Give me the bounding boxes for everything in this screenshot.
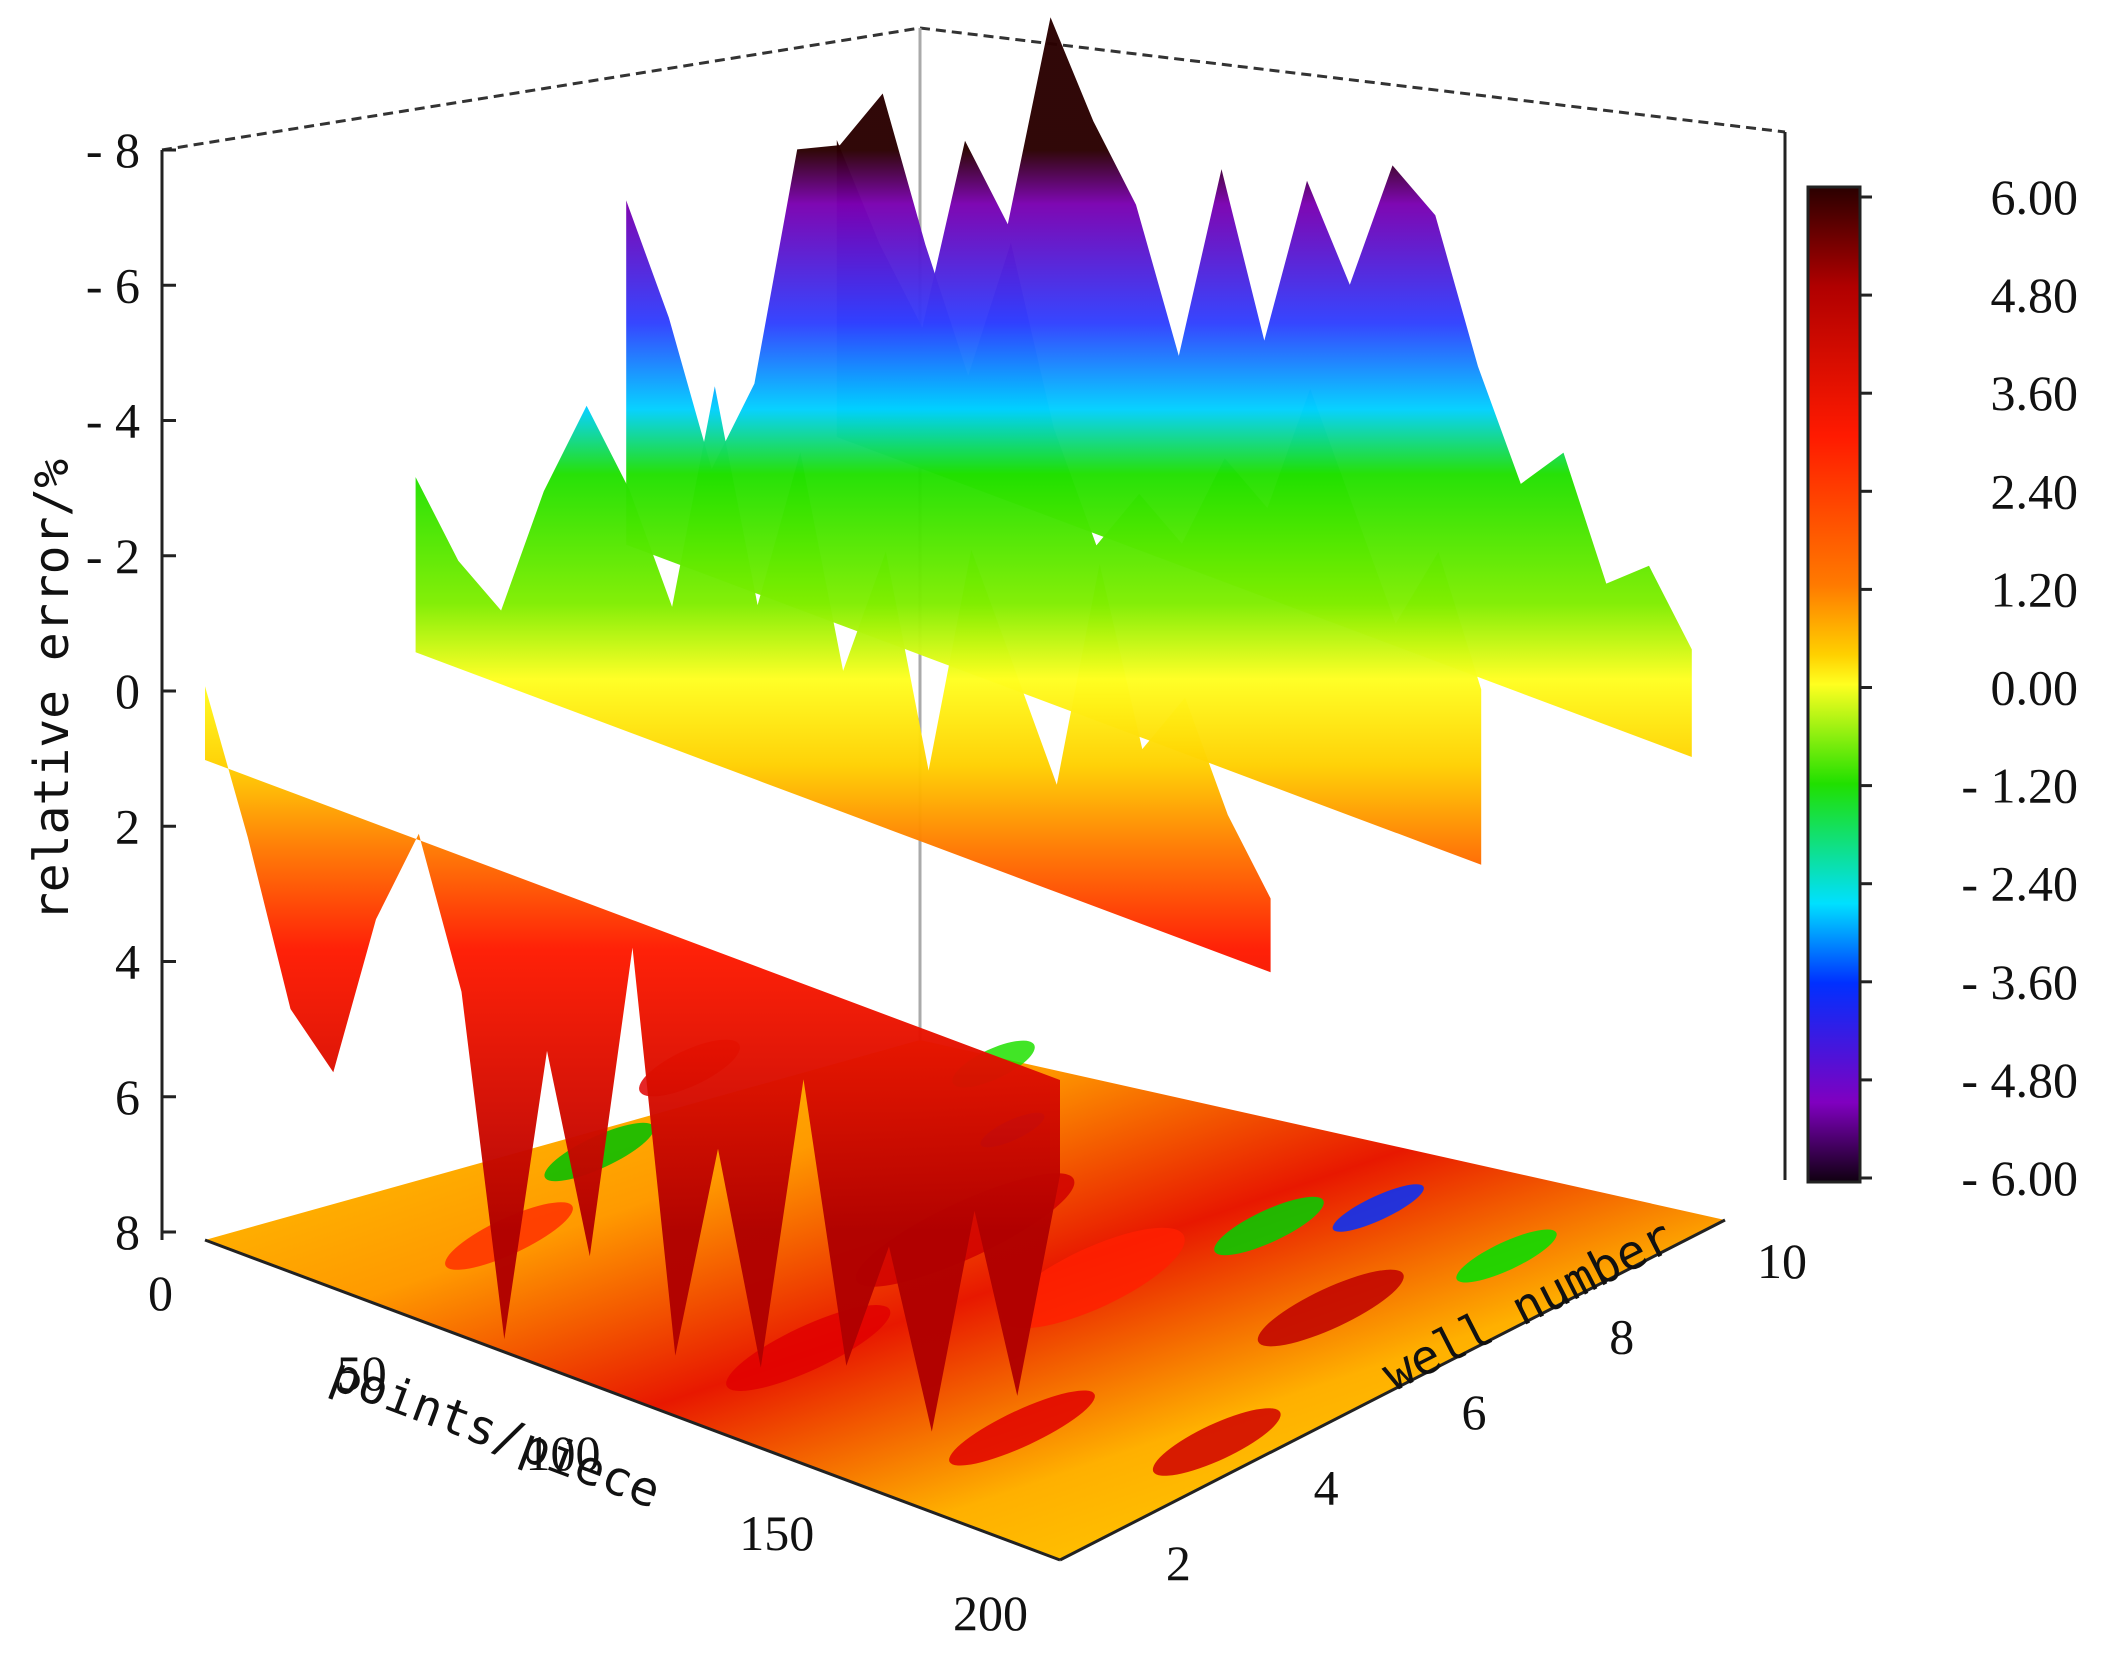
colorbar-frame: [1806, 185, 1862, 1184]
colorbar-label: 0.00: [1991, 660, 2079, 716]
floor-contour-blob: [949, 1390, 1095, 1466]
colorbar-labels: 6.00 4.80 3.60 2.40 1.20 0.00 - 1.20 - 2.40 - 3.…: [1860, 169, 2078, 1206]
x-tick-label: 50: [337, 1345, 387, 1401]
colorbar-label: - 4.80: [1961, 1052, 2078, 1108]
z-tick-label: 6: [115, 1069, 140, 1125]
y-tick-label: 8: [1609, 1309, 1634, 1365]
surface-plot: [205, 17, 1692, 1432]
floor-contour-blob: [1152, 1408, 1281, 1476]
back-top-left-edge: [161, 26, 921, 152]
z-tick-label: 8: [115, 1204, 140, 1260]
surface-ribbon-well-7: [626, 93, 1482, 865]
colorbar-label: 4.80: [1991, 267, 2079, 323]
y-axis-line: [1059, 1218, 1726, 1562]
axis-box: [160, 26, 1787, 1240]
x-axis-line: [204, 1238, 1061, 1562]
colorbar-label: 2.40: [1991, 463, 2079, 519]
colorbar-label: - 2.40: [1961, 856, 2078, 912]
x-tick-label: 0: [148, 1265, 173, 1321]
z-tick-label: - 4: [86, 393, 140, 449]
colorbar-label: - 1.20: [1961, 758, 2078, 814]
z-axis-title: relative error/%: [24, 459, 80, 921]
colorbar-label: 6.00: [1991, 169, 2079, 225]
x-tick-label: 100: [526, 1425, 601, 1481]
colorbar-label: - 3.60: [1961, 954, 2078, 1010]
y-axis-ticks: 2 4 6 8 10: [1166, 1233, 1807, 1591]
y-tick-label: 6: [1461, 1384, 1486, 1440]
x-tick-label: 150: [739, 1505, 814, 1561]
z-tick-label: - 6: [86, 257, 140, 313]
colorbar-label: 1.20: [1991, 561, 2079, 617]
surface-ribbon-well-4: [415, 386, 1271, 973]
colorbar-label: 3.60: [1991, 365, 2079, 421]
z-tick-label: - 8: [86, 122, 140, 178]
colorbar-label: - 6.00: [1961, 1150, 2078, 1206]
floor-contour-blob: [1214, 1196, 1324, 1256]
surface-ribbon-well-1: [205, 686, 1060, 1432]
x-axis-ticks: 0 50 100 150 200: [148, 1265, 1028, 1641]
y-tick-label: 4: [1314, 1460, 1339, 1516]
z-axis-ticks: - 8 - 6 - 4 - 2 0 2 4 6 8: [86, 122, 176, 1260]
floor-contour-blob: [1257, 1269, 1404, 1347]
z-tick-label: - 2: [86, 528, 140, 584]
z-tick-label: 0: [115, 663, 140, 719]
z-tick-label: 2: [115, 798, 140, 854]
floor-contour-blob: [1001, 1227, 1185, 1329]
back-top-right-edge: [919, 26, 1786, 134]
y-tick-label: 2: [1166, 1535, 1191, 1591]
floor-contour-blob: [1332, 1184, 1424, 1232]
floor-contour-blob: [1456, 1229, 1557, 1283]
z-tick-label: 4: [115, 934, 140, 990]
surface-ribbon-well-10: [836, 17, 1692, 757]
y-tick-label: 10: [1757, 1233, 1807, 1289]
colorbar: 6.00 4.80 3.60 2.40 1.20 0.00 - 1.20 - 2.40 - 3.…: [1806, 169, 2078, 1206]
x-tick-label: 200: [953, 1585, 1028, 1641]
